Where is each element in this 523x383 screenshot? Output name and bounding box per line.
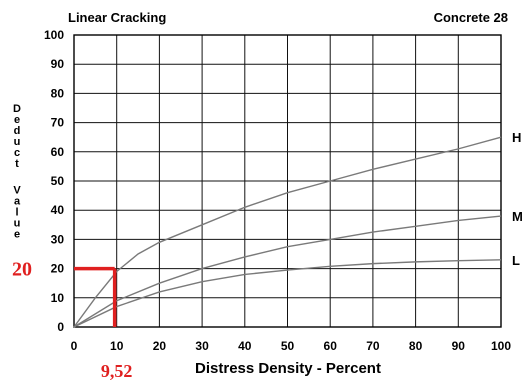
y-tick-label: 30 <box>51 232 65 246</box>
x-tick-label: 70 <box>366 339 380 353</box>
grid <box>73 34 502 328</box>
series-line-L <box>73 259 502 328</box>
annotation-x-value: 9,52 <box>101 361 133 381</box>
plot-frame <box>73 34 502 328</box>
x-tick-label: 0 <box>71 339 78 353</box>
x-tick-label: 30 <box>195 339 209 353</box>
annotation-y-value: 20 <box>12 259 32 281</box>
x-tick-label: 80 <box>409 339 423 353</box>
y-tick-label: 20 <box>51 262 65 276</box>
y-tick-label: 50 <box>51 174 65 188</box>
series-line-H <box>73 136 502 328</box>
x-tick-label: 100 <box>491 339 511 353</box>
y-tick-label: 70 <box>51 116 65 130</box>
x-tick-label: 20 <box>153 339 167 353</box>
y-tick-label: 90 <box>51 57 65 71</box>
x-tick-label: 10 <box>110 339 124 353</box>
chart-subtitle: Concrete 28 <box>434 10 508 25</box>
y-tick-label: 80 <box>51 86 65 100</box>
series-lines: H M L <box>73 130 523 328</box>
x-tick-label: 60 <box>324 339 338 353</box>
y-tick-label: 100 <box>44 28 64 42</box>
x-tick-label: 40 <box>238 339 252 353</box>
x-axis-label: Distress Density - Percent <box>195 360 381 377</box>
x-tick-label: 90 <box>452 339 466 353</box>
y-tick-label: 60 <box>51 145 65 159</box>
series-label-M: M <box>512 209 523 224</box>
x-tick-label: 50 <box>281 339 295 353</box>
tick-labels: 0 10 20 30 40 50 60 70 80 90 100 0 10 20 30 40 50 60 70 80 9… <box>44 28 511 353</box>
chart-title: Linear Cracking <box>68 10 166 25</box>
annotation: 209,52 <box>12 259 132 381</box>
series-label-L: L <box>512 253 520 268</box>
series-line-M <box>73 215 502 328</box>
y-tick-label: 0 <box>57 320 64 334</box>
y-tick-label: 40 <box>51 203 65 217</box>
y-tick-label: 10 <box>51 291 65 305</box>
series-label-H: H <box>512 130 521 145</box>
